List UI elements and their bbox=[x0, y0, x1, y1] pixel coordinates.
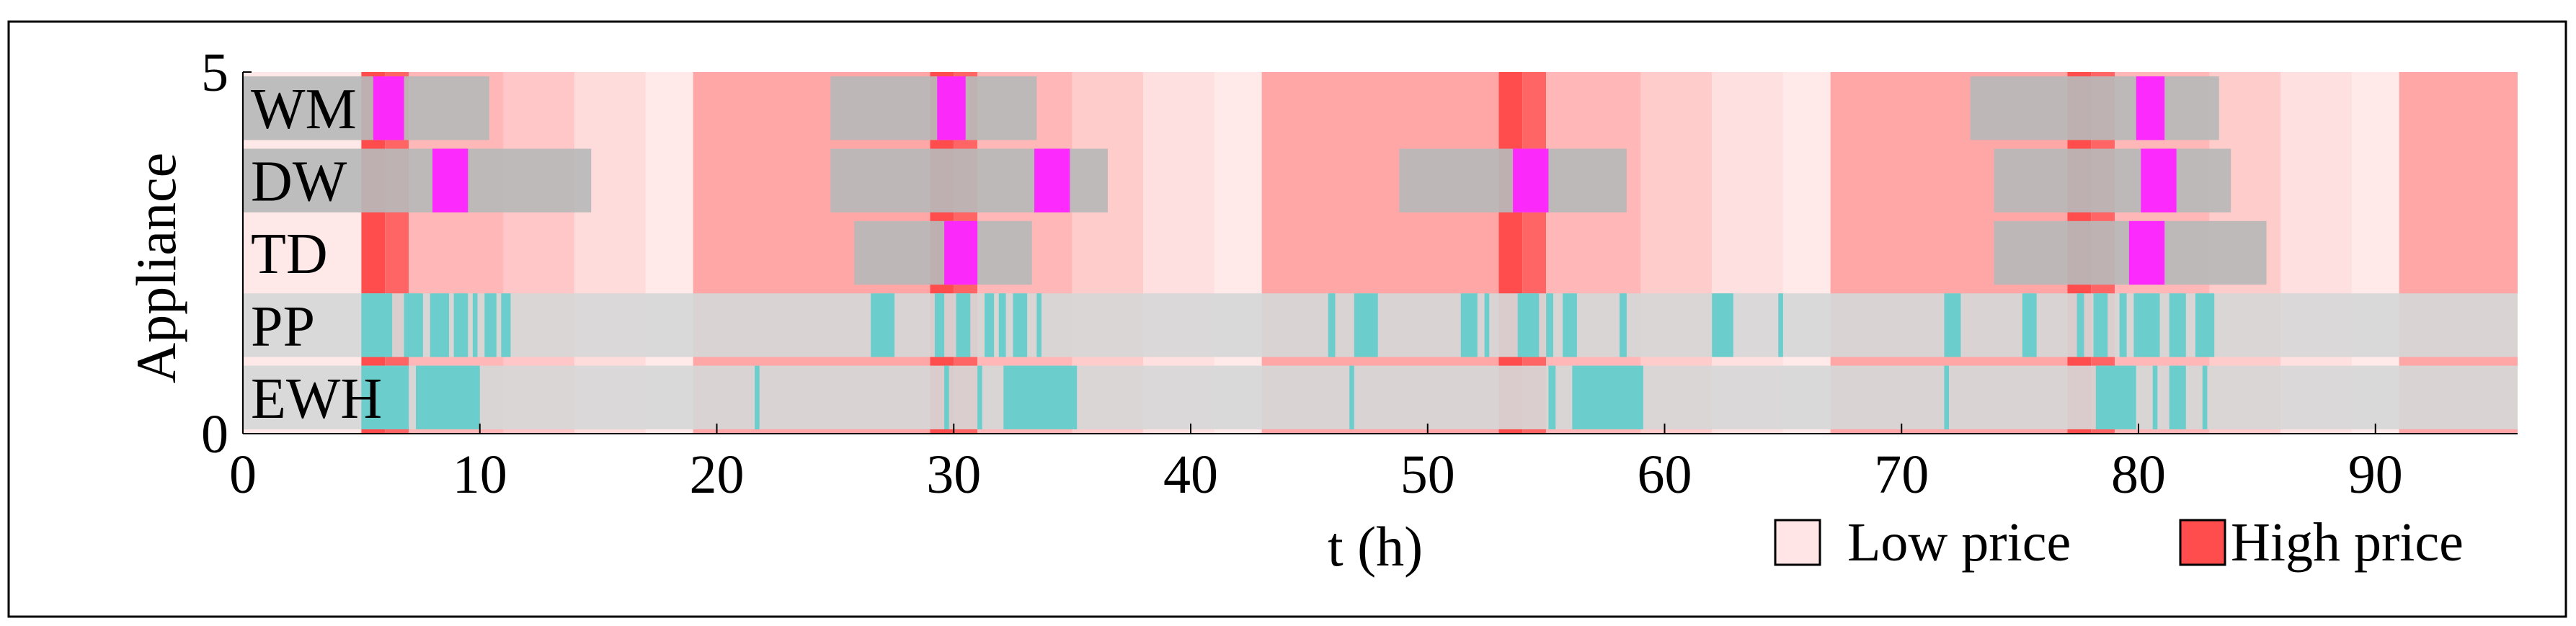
run-bar-pp bbox=[1546, 293, 1553, 357]
run-bar-pp bbox=[361, 293, 393, 357]
run-bar-pp bbox=[1460, 293, 1478, 357]
run-bar-pp bbox=[430, 293, 450, 357]
legend-low-label: Low price bbox=[1847, 512, 2071, 573]
run-bar-pp bbox=[484, 293, 497, 357]
run-bar-ewh bbox=[977, 365, 982, 429]
run-bar-ewh bbox=[1349, 365, 1354, 429]
run-bar-dw bbox=[432, 148, 468, 213]
run-bar-td bbox=[2128, 220, 2165, 285]
run-bar-dw bbox=[1513, 148, 1549, 213]
run-bar-pp bbox=[998, 293, 1006, 357]
x-axis-label: t (h) bbox=[1328, 515, 1423, 578]
run-bar-ewh bbox=[2152, 365, 2158, 429]
run-bar-pp bbox=[871, 293, 895, 357]
x-tick-label: 0 bbox=[229, 444, 257, 505]
legend-low-swatch bbox=[1774, 519, 1821, 566]
window-bar-dw bbox=[1994, 148, 2231, 213]
run-bar-ewh bbox=[1572, 365, 1643, 429]
run-bar-wm bbox=[937, 76, 966, 140]
run-bar-ewh bbox=[2169, 365, 2186, 429]
run-bar-ewh bbox=[2202, 365, 2208, 429]
x-tick-label: 80 bbox=[2111, 444, 2166, 505]
run-bar-ewh bbox=[415, 365, 480, 429]
run-bar-pp bbox=[404, 293, 423, 357]
axes: 0 10 20 30 40 50 60 70 80 90 0 5 bbox=[201, 43, 2518, 505]
legend: Low price High price bbox=[1774, 512, 2464, 573]
run-bar-pp bbox=[1013, 293, 1028, 357]
run-bar-pp bbox=[1328, 293, 1336, 357]
run-bar-pp bbox=[501, 293, 511, 357]
run-bar-pp bbox=[2169, 293, 2186, 357]
x-tick-label: 90 bbox=[2348, 444, 2403, 505]
legend-high-label: High price bbox=[2231, 512, 2464, 573]
appliance-labels: EWH PP TD DW WM bbox=[251, 78, 382, 431]
run-bar-ewh bbox=[361, 365, 409, 429]
y-tick-label: 0 bbox=[201, 404, 228, 465]
run-bar-pp bbox=[2093, 293, 2108, 357]
x-tick-label: 10 bbox=[453, 444, 507, 505]
appliance-label-pp: PP bbox=[251, 295, 315, 358]
run-bar-pp bbox=[1354, 293, 1378, 357]
run-bar-pp bbox=[1712, 293, 1733, 357]
run-bar-dw bbox=[2141, 148, 2177, 213]
x-tick-label: 50 bbox=[1400, 444, 1455, 505]
run-bar-pp bbox=[2077, 293, 2084, 357]
run-bar-pp bbox=[1944, 293, 1961, 357]
run-bar-ewh bbox=[944, 365, 949, 429]
run-bar-pp bbox=[956, 293, 971, 357]
window-bar-wm bbox=[243, 76, 489, 140]
window-bar-wm bbox=[1970, 76, 2219, 140]
run-bar-pp bbox=[1036, 293, 1041, 357]
run-bar-pp bbox=[1563, 293, 1577, 357]
run-bar-pp bbox=[453, 293, 468, 357]
y-tick-label: 5 bbox=[201, 43, 228, 103]
run-bar-pp bbox=[2119, 293, 2127, 357]
run-bar-dw bbox=[1034, 148, 1070, 213]
run-bar-wm bbox=[2136, 76, 2165, 140]
run-bar-pp bbox=[472, 293, 478, 357]
appliance-label-dw: DW bbox=[251, 151, 347, 214]
legend-high-swatch bbox=[2179, 519, 2226, 566]
run-bar-pp bbox=[1517, 293, 1540, 357]
run-bar-ewh bbox=[755, 365, 760, 429]
window-bar-wm bbox=[830, 76, 1037, 140]
x-tick-label: 30 bbox=[926, 444, 981, 505]
x-tick-label: 60 bbox=[1638, 444, 1692, 505]
run-bar-ewh bbox=[1944, 365, 1949, 429]
run-bar-pp bbox=[2022, 293, 2037, 357]
y-axis-label: Appliance bbox=[125, 153, 187, 384]
run-bar-ewh bbox=[2095, 365, 2136, 429]
appliance-runs bbox=[361, 76, 2215, 429]
run-bar-wm bbox=[373, 76, 404, 140]
x-tick-label: 40 bbox=[1163, 444, 1218, 505]
appliance-label-td: TD bbox=[251, 223, 328, 286]
run-bar-pp bbox=[1484, 293, 1490, 357]
run-bar-ewh bbox=[1003, 365, 1078, 429]
run-bar-pp bbox=[2195, 293, 2215, 357]
appliance-label-wm: WM bbox=[251, 78, 357, 141]
run-bar-td bbox=[944, 220, 978, 285]
x-tick-label: 20 bbox=[690, 444, 745, 505]
run-bar-pp bbox=[1778, 293, 1783, 357]
window-bar-dw bbox=[243, 148, 592, 213]
run-bar-ewh bbox=[1548, 365, 1556, 429]
run-bar-pp bbox=[934, 293, 945, 357]
run-bar-pp bbox=[984, 293, 995, 357]
appliance-label-ewh: EWH bbox=[251, 367, 382, 431]
run-bar-pp bbox=[1620, 293, 1627, 357]
appliance-windows bbox=[243, 76, 2518, 429]
run-bar-pp bbox=[2133, 293, 2160, 357]
window-bar-td bbox=[854, 220, 1032, 285]
window-bar-ewh bbox=[243, 365, 2518, 429]
x-tick-label: 70 bbox=[1874, 444, 1929, 505]
